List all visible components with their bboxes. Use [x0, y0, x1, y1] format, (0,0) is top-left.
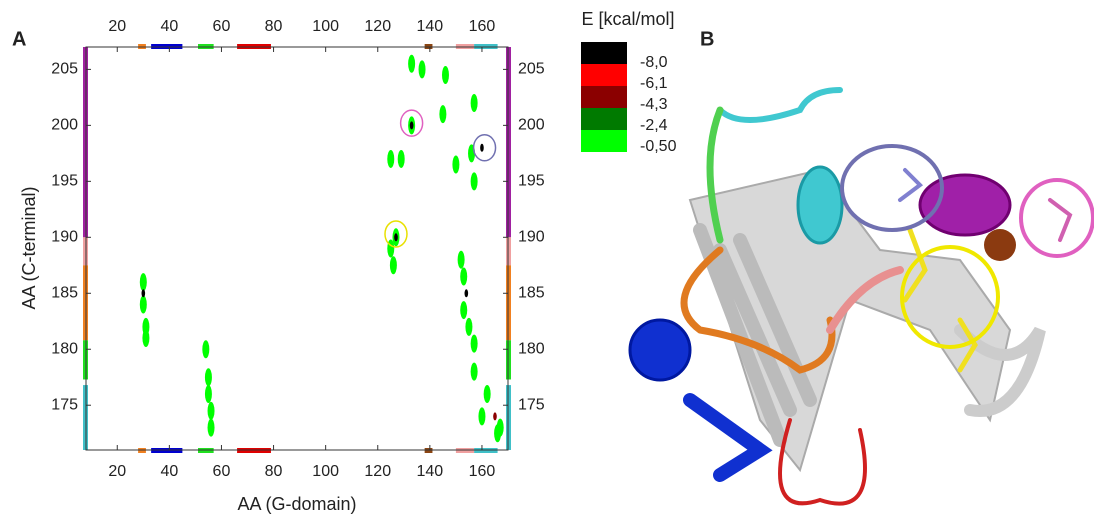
contact-point	[140, 273, 147, 291]
contact-point	[439, 105, 446, 123]
contact-point	[471, 172, 478, 190]
contact-point	[452, 156, 459, 174]
x-tick-label: 80	[265, 18, 283, 35]
contact-point	[398, 150, 405, 168]
y-tick-label: 185	[518, 284, 545, 301]
x-tick-label: 40	[160, 463, 178, 480]
contact-point	[465, 289, 469, 297]
x-tick-label: 40	[160, 18, 178, 35]
contact-point	[205, 368, 212, 386]
colorbar-label: -0,50	[640, 138, 677, 155]
colorbar-label: -4,3	[640, 96, 668, 113]
contact-point	[471, 94, 478, 112]
colorbar-swatch	[581, 86, 627, 108]
contact-point	[387, 150, 394, 168]
x-tick-label: 140	[417, 463, 444, 480]
y-tick-label: 190	[51, 229, 78, 246]
x-tick-label: 60	[213, 463, 231, 480]
contact-point	[497, 419, 504, 437]
colorbar-label: -8,0	[640, 54, 668, 71]
contact-point	[442, 66, 449, 84]
figure: A B AA (G-domain) AA (C-terminal) E [kca…	[0, 0, 1094, 523]
contact-point	[202, 340, 209, 358]
colorbar-swatch	[581, 108, 627, 130]
contact-point	[142, 329, 149, 347]
x-tick-label: 160	[469, 463, 496, 480]
contact-point	[408, 55, 415, 73]
x-tick-label: 100	[312, 18, 339, 35]
x-tick-label: 140	[417, 18, 444, 35]
y-tick-label: 190	[518, 229, 545, 246]
x-tick-label: 60	[213, 18, 231, 35]
y-axis-label: AA (C-terminal)	[19, 186, 39, 309]
contact-point	[208, 419, 215, 437]
panel-label: A	[12, 28, 26, 50]
x-tick-label: 120	[364, 18, 391, 35]
colorbar-swatch	[581, 64, 627, 86]
contact-point	[394, 233, 398, 241]
page: {"panel_a": "A", "panel_b": "B", "chart_…	[0, 0, 1094, 523]
y-tick-label: 200	[518, 117, 545, 134]
contact-point	[410, 121, 414, 129]
x-tick-label: 80	[265, 463, 283, 480]
colorbar-label: -6,1	[640, 75, 668, 92]
y-tick-label: 205	[518, 61, 545, 78]
y-tick-label: 205	[51, 61, 78, 78]
contact-point	[478, 407, 485, 425]
x-tick-label: 120	[364, 463, 391, 480]
y-tick-label: 180	[518, 340, 545, 357]
x-tick-label: 20	[108, 463, 126, 480]
y-tick-label: 180	[51, 340, 78, 357]
contact-point	[471, 335, 478, 353]
contact-point	[465, 318, 472, 336]
contact-point	[460, 267, 467, 285]
contact-point	[471, 363, 478, 381]
contact-point	[390, 256, 397, 274]
panel-label: B	[700, 28, 714, 50]
x-tick-label: 100	[312, 463, 339, 480]
y-tick-label: 195	[518, 173, 545, 190]
protein-illustration	[630, 90, 1093, 504]
contact-point	[460, 301, 467, 319]
contact-point	[458, 251, 465, 269]
contact-point	[480, 144, 484, 152]
colorbar-swatch	[581, 130, 627, 152]
contact-point	[205, 385, 212, 403]
y-tick-label: 185	[51, 284, 78, 301]
x-tick-label: 20	[108, 18, 126, 35]
y-tick-label: 200	[51, 117, 78, 134]
highlight-circle	[474, 135, 496, 161]
colorbar-title: E [kcal/mol]	[581, 9, 674, 29]
y-tick-label: 175	[51, 396, 78, 413]
x-axis-label: AA (G-domain)	[237, 494, 356, 514]
y-tick-label: 195	[51, 173, 78, 190]
contact-point	[419, 60, 426, 78]
contact-point	[140, 295, 147, 313]
contact-point	[142, 289, 146, 297]
contact-point	[493, 412, 497, 420]
contact-point	[208, 402, 215, 420]
colorbar-label: -2,4	[640, 117, 668, 134]
x-tick-label: 160	[469, 18, 496, 35]
contact-point	[484, 385, 491, 403]
y-tick-label: 175	[518, 396, 545, 413]
colorbar-swatch	[581, 42, 627, 64]
